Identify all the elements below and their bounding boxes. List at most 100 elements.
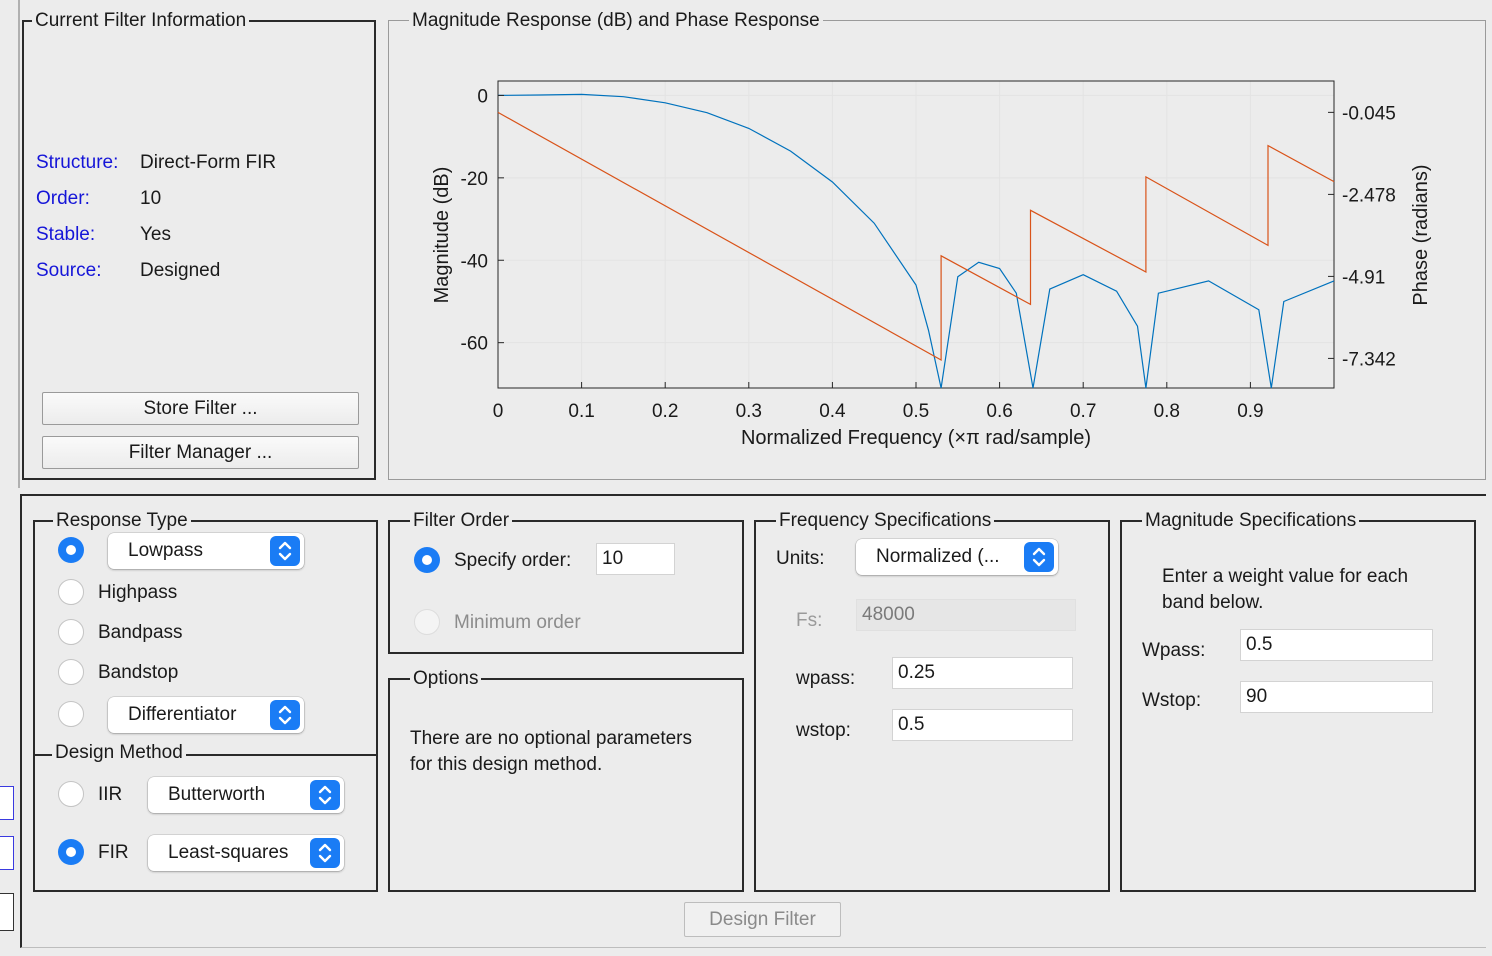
chevron-updown-icon bbox=[270, 536, 300, 566]
current-filter-panel: Current Filter Information bbox=[22, 9, 376, 480]
x-axis-label: Normalized Frequency (×π rad/sample) bbox=[741, 427, 1091, 449]
wpass-input[interactable]: 0.25 bbox=[892, 657, 1073, 689]
differentiator-select[interactable]: Differentiator bbox=[108, 697, 304, 733]
magnitude-spec-title: Magnitude Specifications bbox=[1142, 509, 1360, 533]
response-type-panel: Response Type bbox=[33, 509, 378, 892]
bandstop-radio[interactable] bbox=[58, 659, 84, 685]
iir-label[interactable]: IIR bbox=[98, 784, 123, 805]
wstop-label: wstop: bbox=[796, 720, 851, 741]
options-panel: Options bbox=[388, 667, 744, 892]
x-tick-label: 0.1 bbox=[568, 401, 594, 422]
magnitude-spec-panel: Magnitude Specifications bbox=[1120, 509, 1476, 892]
lowpass-select[interactable]: Lowpass bbox=[108, 533, 304, 569]
bandstop-label[interactable]: Bandstop bbox=[98, 662, 179, 683]
y-tick-label: 0 bbox=[477, 86, 488, 107]
response-type-title: Response Type bbox=[53, 509, 191, 533]
iir-radio[interactable] bbox=[58, 781, 84, 807]
response-chart: 0 0.1 0.2 0.3 0.4 0.5 0.6 0.7 0.8 0.9 0 -20 -40 -60 -0… bbox=[431, 80, 1432, 449]
differentiator-radio[interactable] bbox=[58, 701, 84, 727]
y-tick-label: -60 bbox=[461, 334, 488, 355]
mag-wpass-input[interactable]: 0.5 bbox=[1240, 629, 1433, 661]
toolbar-fragment bbox=[0, 490, 20, 956]
order-key: Order: bbox=[36, 188, 90, 209]
chevron-updown-icon bbox=[310, 838, 340, 868]
lowpass-radio[interactable] bbox=[58, 537, 84, 563]
y2-axis-label: Phase (radians) bbox=[1410, 164, 1432, 305]
magnitude-series-line bbox=[497, 93, 1335, 389]
units-select-value: Normalized (... bbox=[876, 546, 1000, 567]
design-icon[interactable] bbox=[0, 893, 14, 931]
x-tick-label: 0.7 bbox=[1070, 401, 1096, 422]
minimum-order-label[interactable]: Minimum order bbox=[454, 612, 581, 633]
lowpass-select-value: Lowpass bbox=[128, 540, 203, 561]
order-value: 10 bbox=[140, 188, 162, 209]
x-tick-label: 0.5 bbox=[903, 401, 929, 422]
design-filter-button[interactable]: Design Filter bbox=[684, 902, 841, 937]
options-text-1: There are no optional parameters bbox=[410, 728, 692, 749]
pole-zero-icon[interactable] bbox=[0, 786, 14, 820]
structure-value: Direct-Form FIR bbox=[140, 152, 277, 173]
current-filter-title: Current Filter Information bbox=[32, 9, 250, 33]
y2-tick-label: -4.91 bbox=[1342, 267, 1385, 288]
x-tick-label: 0.6 bbox=[986, 401, 1012, 422]
plot-panel: Magnitude Response (dB) and Phase Respon… bbox=[388, 9, 1486, 480]
fs-input[interactable]: 48000 bbox=[856, 599, 1076, 631]
order-input[interactable]: 10 bbox=[596, 543, 675, 575]
y-axis-label: Magnitude (dB) bbox=[431, 167, 453, 304]
frequency-spec-panel: Frequency Specifications bbox=[754, 509, 1110, 892]
source-key: Source: bbox=[36, 260, 102, 281]
specify-order-radio[interactable] bbox=[414, 547, 440, 573]
x-tick-label: 0.8 bbox=[1154, 401, 1180, 422]
fir-select[interactable]: Least-squares bbox=[148, 835, 344, 871]
chevron-updown-icon bbox=[1024, 542, 1054, 572]
design-method-title: Design Method bbox=[52, 741, 186, 765]
mag-wpass-label: Wpass: bbox=[1142, 640, 1206, 661]
y-tick-label: -20 bbox=[461, 169, 488, 190]
stable-key: Stable: bbox=[36, 224, 96, 245]
x-tick-label: 0.2 bbox=[652, 401, 678, 422]
options-title: Options bbox=[410, 667, 482, 691]
source-value: Designed bbox=[140, 260, 221, 281]
wstop-input[interactable]: 0.5 bbox=[892, 709, 1073, 741]
x-tick-label: 0.4 bbox=[819, 401, 846, 422]
filter-manager-button[interactable]: Filter Manager ... bbox=[42, 436, 359, 469]
phase-series-line bbox=[497, 111, 1335, 362]
wpass-label: wpass: bbox=[796, 668, 856, 689]
differentiator-select-value: Differentiator bbox=[128, 704, 237, 725]
design-method-divider bbox=[33, 754, 378, 756]
y-tick-label: -40 bbox=[461, 251, 488, 272]
left-border-line bbox=[18, 0, 20, 488]
bandpass-label[interactable]: Bandpass bbox=[98, 622, 183, 643]
highpass-label[interactable]: Highpass bbox=[98, 582, 178, 603]
filter-order-panel: Filter Order bbox=[388, 509, 744, 654]
y2-tick-label: -0.045 bbox=[1342, 103, 1396, 124]
plot-panel-title: Magnitude Response (dB) and Phase Respon… bbox=[409, 9, 823, 33]
chevron-updown-icon bbox=[310, 780, 340, 810]
store-filter-button[interactable]: Store Filter ... bbox=[42, 392, 359, 425]
bandpass-radio[interactable] bbox=[58, 619, 84, 645]
structure-key: Structure: bbox=[36, 152, 119, 173]
fir-label[interactable]: FIR bbox=[98, 842, 129, 863]
magnitude-spec-text-2: band below. bbox=[1162, 592, 1264, 613]
x-tick-label: 0 bbox=[493, 401, 504, 422]
chevron-updown-icon bbox=[270, 700, 300, 730]
x-tick-label: 0.3 bbox=[736, 401, 762, 422]
filter-order-title: Filter Order bbox=[410, 509, 513, 533]
iir-select-value: Butterworth bbox=[168, 784, 266, 805]
fir-select-value: Least-squares bbox=[168, 842, 289, 863]
design-area-frame bbox=[20, 494, 1486, 948]
specify-order-label[interactable]: Specify order: bbox=[454, 550, 572, 571]
x-tick-label: 0.9 bbox=[1237, 401, 1263, 422]
fir-radio[interactable] bbox=[58, 839, 84, 865]
minimum-order-radio[interactable] bbox=[414, 609, 440, 635]
fs-label: Fs: bbox=[796, 610, 823, 631]
units-label: Units: bbox=[776, 548, 825, 569]
mag-wstop-input[interactable]: 90 bbox=[1240, 681, 1433, 713]
magnitude-spec-text-1: Enter a weight value for each bbox=[1162, 566, 1409, 587]
iir-select[interactable]: Butterworth bbox=[148, 777, 344, 813]
import-icon[interactable] bbox=[0, 836, 14, 870]
highpass-radio[interactable] bbox=[58, 579, 84, 605]
units-select[interactable]: Normalized (... bbox=[856, 539, 1058, 575]
y2-tick-label: -7.342 bbox=[1342, 349, 1396, 370]
y2-tick-label: -2.478 bbox=[1342, 185, 1396, 206]
